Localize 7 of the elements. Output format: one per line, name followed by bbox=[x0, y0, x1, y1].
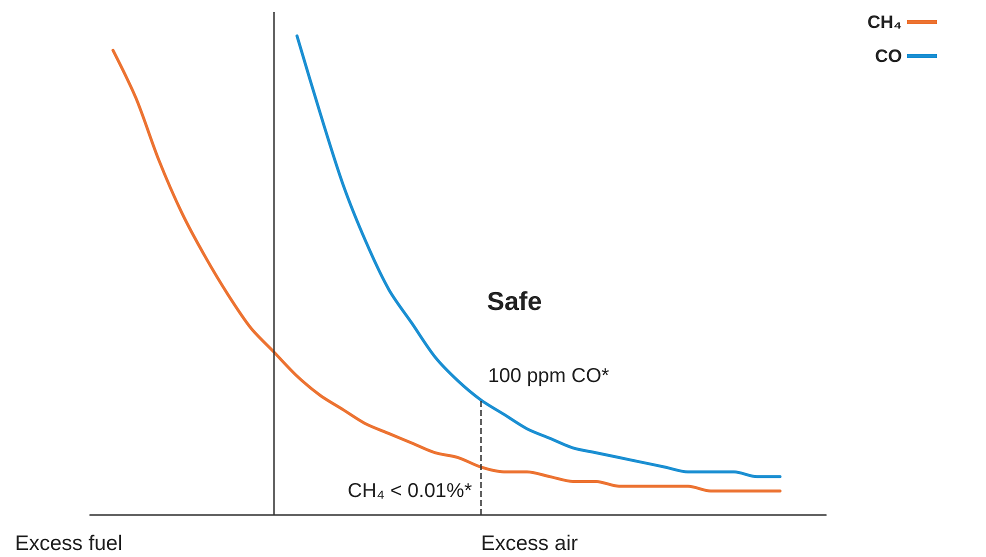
legend-label: CH₄ bbox=[867, 12, 902, 32]
annotation: 100 ppm CO* bbox=[488, 365, 610, 387]
text: Excess fuel bbox=[15, 532, 122, 555]
legend-label: CO bbox=[875, 46, 902, 66]
annotation: CH₄ < 0.01%* bbox=[348, 480, 472, 502]
text: Excess air bbox=[481, 532, 578, 555]
annotation: Safe bbox=[487, 286, 542, 316]
